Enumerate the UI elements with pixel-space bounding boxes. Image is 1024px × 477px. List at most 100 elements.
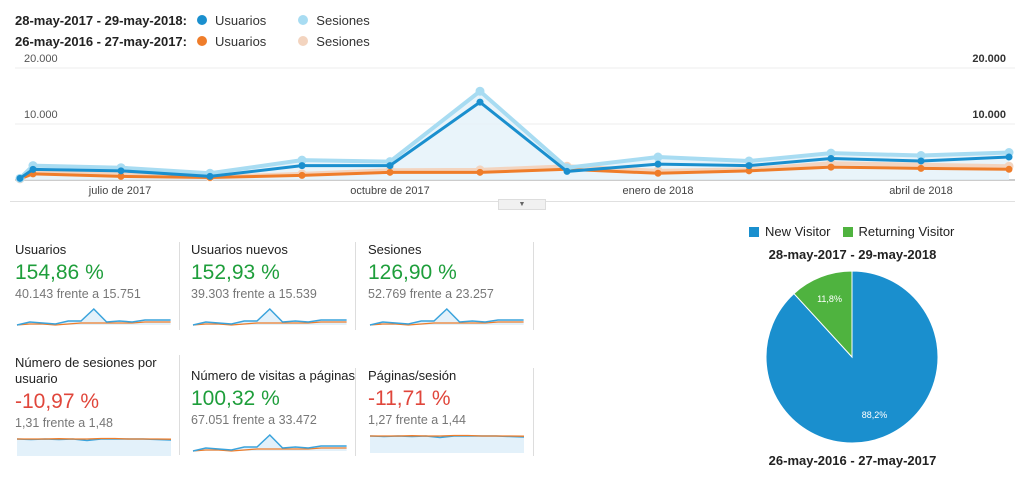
sparkline <box>192 307 347 326</box>
metric-change: -10,97 % <box>15 390 100 413</box>
sparkline-area <box>17 309 171 325</box>
x-tick-label: octubre de 2017 <box>350 185 430 197</box>
metric-comparison: 40.143 frente a 15.751 <box>15 287 141 301</box>
data-point <box>745 167 753 175</box>
data-point <box>386 168 394 176</box>
legend-range-current: 28-may-2017 - 29-may-2018: <box>15 12 187 28</box>
y-tick-label-left: 20.000 <box>24 53 58 65</box>
metric-tile[interactable]: Número de sesiones por usuario -10,97 % … <box>15 355 175 456</box>
metric-tile[interactable]: Páginas/sesión -11,71 % 1,27 frente a 1,… <box>368 368 528 453</box>
pie-slice-label: 88,2% <box>862 410 888 420</box>
legend-dot-icon <box>197 36 207 46</box>
legend-square-icon <box>842 226 853 237</box>
legend-current: 28-may-2017 - 29-may-2018: Usuarios Sesi… <box>15 11 396 29</box>
sparkline <box>192 433 347 452</box>
data-point <box>654 169 662 177</box>
data-point <box>917 157 925 165</box>
data-point <box>29 165 37 173</box>
metric-change: 100,32 % <box>191 387 280 410</box>
legend-item[interactable]: Sesiones <box>316 12 370 28</box>
y-tick-label-right: 20.000 <box>972 53 1006 65</box>
metric-name: Número de sesiones por usuario <box>15 355 157 386</box>
metric-tile[interactable]: Usuarios 154,86 % 40.143 frente a 15.751 <box>15 242 175 327</box>
sessions-area <box>20 91 1009 180</box>
data-point <box>476 98 484 106</box>
metric-comparison: 39.303 frente a 15.539 <box>191 287 317 301</box>
pie-slice-label: 11,8% <box>817 294 842 304</box>
data-point <box>16 174 24 182</box>
x-tick-label: julio de 2017 <box>88 185 151 197</box>
metric-change: 126,90 % <box>368 261 457 284</box>
data-point <box>654 160 662 168</box>
sparkline-current <box>192 433 347 452</box>
data-point <box>298 162 306 170</box>
metric-change: -11,71 % <box>368 387 451 410</box>
data-point <box>206 172 214 180</box>
metric-name: Sesiones <box>368 242 422 257</box>
x-tick-label: enero de 2018 <box>623 185 694 197</box>
sparkline-previous <box>370 434 525 437</box>
metric-name: Usuarios <box>15 242 67 257</box>
legend-square-icon <box>749 226 759 237</box>
legend-range-previous: 26-may-2016 - 27-may-2017: <box>15 33 187 49</box>
legend-previous: 26-may-2016 - 27-may-2017: Usuarios Sesi… <box>15 32 396 50</box>
pie-title-previous: 26-may-2016 - 27-may-2017 <box>768 453 937 468</box>
legend-item[interactable]: Usuarios <box>215 12 267 28</box>
sparkline-area <box>193 309 347 325</box>
data-point <box>476 168 484 176</box>
metric-change: 154,86 % <box>15 261 104 284</box>
sparkline <box>16 307 171 326</box>
metric-change: 152,93 % <box>191 261 280 284</box>
metric-name: Número de visitas a páginas <box>191 368 356 383</box>
data-point <box>827 163 835 171</box>
legend-item[interactable]: Usuarios <box>215 33 267 49</box>
metric-comparison: 1,27 frente a 1,44 <box>368 413 466 427</box>
metric-comparison: 52.769 frente a 23.257 <box>368 287 494 301</box>
metric-tile[interactable]: Usuarios nuevos 152,93 % 39.303 frente a… <box>191 242 351 327</box>
metric-tile[interactable]: Sesiones 126,90 % 52.769 frente a 23.257 <box>368 242 528 327</box>
data-point <box>297 155 307 165</box>
data-point <box>653 152 663 162</box>
divider <box>355 242 356 330</box>
legend-dot-icon <box>298 36 309 46</box>
sparkline-current <box>192 307 347 326</box>
data-point <box>117 167 125 175</box>
sparkline-area <box>370 309 524 325</box>
y-tick-label-right: 10.000 <box>972 109 1006 121</box>
expand-chart-button[interactable]: ▼ <box>498 199 546 210</box>
divider <box>533 368 534 456</box>
legend-item[interactable]: Sesiones <box>316 33 370 49</box>
sparkline-previous <box>192 321 347 326</box>
sparkline-area <box>193 435 347 451</box>
sparkline-previous <box>16 321 171 326</box>
sparkline-previous <box>369 321 524 326</box>
divider <box>179 242 180 330</box>
legend-dot-icon <box>298 15 309 25</box>
metric-tile[interactable]: Número de visitas a páginas 100,32 % 67.… <box>191 368 356 453</box>
metric-name: Páginas/sesión <box>368 368 457 383</box>
data-point <box>386 162 394 170</box>
sparkline-area <box>17 439 171 456</box>
line-chart[interactable]: 20.000 20.000 10.000 10.000 julio de 2017 oct… <box>0 50 1024 200</box>
divider <box>179 355 180 455</box>
pie-legend-item[interactable]: New Visitor <box>765 224 831 239</box>
divider <box>533 242 534 330</box>
data-point <box>1005 153 1013 161</box>
sparkline-area <box>370 436 524 453</box>
data-point <box>117 172 125 180</box>
data-point <box>745 162 753 170</box>
pie-chart[interactable]: 88,2% 11,8% <box>752 260 952 450</box>
data-point <box>827 155 835 163</box>
sparkline <box>369 307 524 326</box>
sparkline <box>16 437 172 456</box>
pie-title-current: 28-may-2017 - 29-may-2018 <box>768 247 937 262</box>
divider <box>355 368 356 456</box>
sparkline-current <box>369 307 524 326</box>
data-point <box>826 148 836 158</box>
pie-legend: New Visitor Returning Visitor <box>749 224 954 239</box>
pie-legend-item[interactable]: Returning Visitor <box>858 224 955 239</box>
x-tick-label: abril de 2018 <box>889 185 953 197</box>
data-point <box>917 164 925 172</box>
data-point <box>563 167 571 175</box>
sparkline <box>369 434 525 453</box>
